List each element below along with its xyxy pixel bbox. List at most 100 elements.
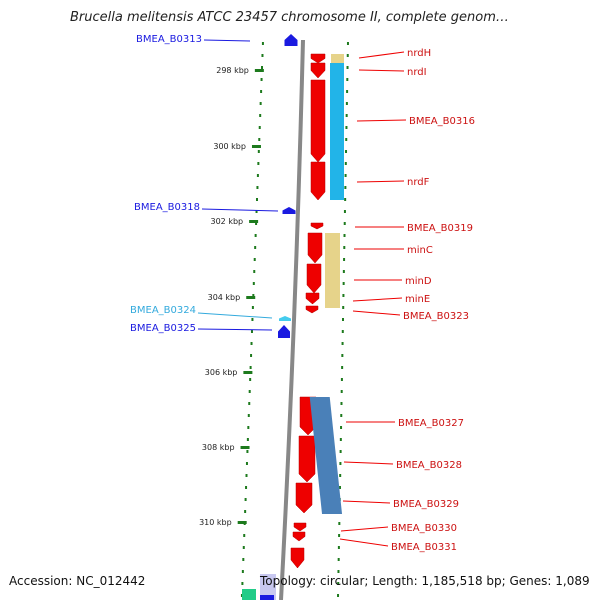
map-title: Brucella melitensis ATCC 23457 chromosom… — [70, 10, 509, 25]
inner-ring-dot — [260, 90, 263, 93]
forward-gene-arrow — [293, 522, 307, 532]
outer-ring-dot — [340, 414, 343, 417]
inner-ring-dot — [251, 306, 254, 309]
gene-label: BMEA_B0316 — [409, 116, 475, 127]
forward-gene-arrow — [298, 435, 316, 483]
gene-label: minE — [405, 294, 430, 305]
outer-ring-dot — [343, 222, 346, 225]
cog-bar-green — [242, 589, 256, 600]
gene-label: BMEA_B0313 — [136, 34, 202, 45]
scale-label: 308 kbp — [202, 443, 235, 452]
gene-label-leader — [203, 39, 251, 42]
inner-ring-dot — [240, 594, 243, 597]
inner-ring-dot — [253, 270, 256, 273]
outer-ring-dot — [340, 378, 343, 381]
inner-ring-dot — [245, 474, 248, 477]
inner-ring-dot — [245, 462, 248, 465]
gene-label: BMEA_B0331 — [391, 542, 457, 553]
inner-ring-dot — [250, 342, 253, 345]
forward-gene-arrow — [295, 482, 313, 514]
gene-label: BMEA_B0325 — [130, 323, 196, 334]
inner-ring-dot — [250, 354, 253, 357]
cog-bar-tan — [331, 54, 344, 63]
reverse-gene-shade — [260, 574, 276, 600]
scale-label: 306 kbp — [205, 368, 238, 377]
forward-gene-arrow — [310, 53, 326, 64]
accession-text: Accession: NC_012442 — [9, 574, 146, 588]
inner-ring-dot — [241, 582, 244, 585]
inner-ring-dot — [248, 402, 251, 405]
gene-label-leader — [343, 461, 394, 465]
gene-label-leader — [197, 312, 273, 319]
gene-label-leader — [339, 538, 389, 547]
inner-ring-dot — [251, 318, 254, 321]
outer-ring-dot — [341, 366, 344, 369]
inner-ring-dot — [255, 210, 258, 213]
outer-ring-dot — [341, 342, 344, 345]
gene-label-leader — [358, 69, 405, 72]
outer-ring-dot — [346, 66, 349, 69]
gene-label-leader — [356, 119, 407, 122]
gene-label: BMEA_B0329 — [393, 499, 459, 510]
cog-bar-steel — [309, 397, 343, 514]
forward-gene-arrow — [292, 531, 306, 542]
inner-ring-dot — [257, 162, 260, 165]
inner-ring-dot — [259, 102, 262, 105]
forward-gene-arrow — [310, 161, 326, 201]
outer-ring-dot — [339, 462, 342, 465]
outer-ring-dot — [337, 546, 340, 549]
forward-gene-arrow — [290, 547, 305, 569]
outer-ring-dot — [337, 594, 340, 597]
inner-ring-dot — [244, 498, 247, 501]
scale-label: 300 kbp — [213, 142, 246, 151]
outer-ring-dot — [342, 294, 345, 297]
outer-ring-dot — [343, 246, 346, 249]
inner-ring-dot — [245, 486, 248, 489]
forward-gene-arrow — [306, 263, 322, 294]
gene-label: BMEA_B0323 — [403, 311, 469, 322]
outer-ring-dot — [337, 582, 340, 585]
outer-ring-dot — [344, 198, 347, 201]
outer-ring-dot — [339, 450, 342, 453]
gene-label: BMEA_B0328 — [396, 460, 462, 471]
genome-summary-text: Topology: circular; Length: 1,185,518 bp… — [260, 574, 590, 588]
inner-ring-dot — [242, 558, 245, 561]
inner-ring-dot — [249, 378, 252, 381]
inner-ring-dot — [257, 150, 260, 153]
backbone-line — [279, 39, 305, 600]
outer-ring-dot — [346, 78, 349, 81]
scale-tick — [251, 145, 261, 148]
inner-ring-dot — [244, 510, 247, 513]
outer-ring-dot — [342, 306, 345, 309]
outer-ring-dot — [344, 186, 347, 189]
outer-ring-dot — [337, 570, 340, 573]
inner-ring-dot — [246, 450, 249, 453]
inner-ring-dot — [247, 414, 250, 417]
cog-bar-tan — [325, 233, 340, 308]
outer-ring-dot — [344, 162, 347, 165]
inner-ring-dot — [256, 174, 259, 177]
outer-ring-dot — [342, 270, 345, 273]
inner-ring-dot — [248, 390, 251, 393]
inner-ring-dot — [249, 366, 252, 369]
scale-label: 298 kbp — [216, 66, 249, 75]
reverse-gene-arrow — [278, 325, 290, 338]
outer-ring-dot — [345, 102, 348, 105]
gene-label: nrdH — [407, 48, 431, 59]
inner-ring-dot — [243, 534, 246, 537]
forward-gene-arrow — [310, 62, 326, 79]
gene-label-leader — [197, 328, 273, 331]
forward-gene-arrow — [307, 232, 323, 264]
inner-ring-dot — [253, 258, 256, 261]
scale-tick — [243, 371, 253, 374]
reverse-gene-arrow — [282, 207, 296, 214]
outer-ring-dot — [346, 42, 349, 45]
gene-label-leader — [352, 310, 401, 316]
inner-ring-dot — [254, 234, 257, 237]
outer-ring-dot — [345, 150, 348, 153]
inner-ring-dot — [250, 330, 253, 333]
gene-label-leader — [342, 500, 391, 504]
inner-ring-dot — [242, 546, 245, 549]
outer-ring-dot — [342, 282, 345, 285]
